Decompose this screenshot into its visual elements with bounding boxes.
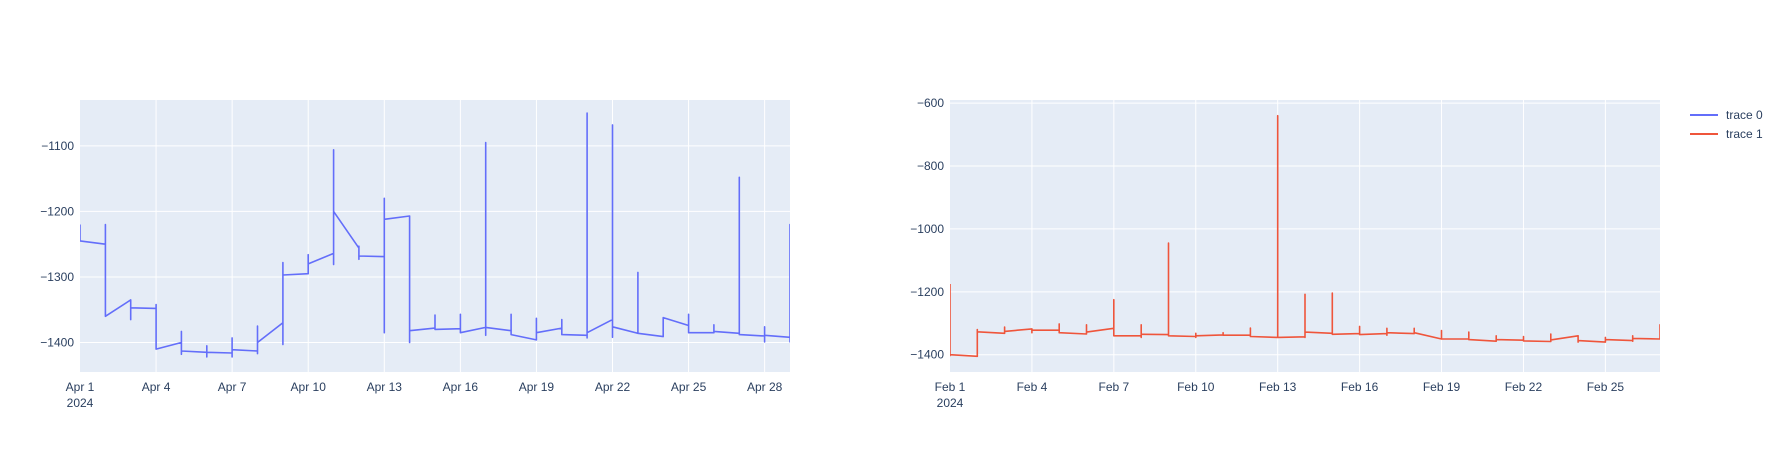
x-tick-label: Apr 16 xyxy=(443,380,479,394)
x-tick-label: Feb 7 xyxy=(1099,380,1130,394)
chart-right: Feb 1 Feb 4 Feb 7 Feb 10 Feb 13 Feb 16 Feb 19 F… xyxy=(910,96,1660,410)
x-tick-label: Apr 4 xyxy=(142,380,171,394)
y-tick-label: −1000 xyxy=(910,222,944,236)
x-tick-label: Apr 28 xyxy=(747,380,783,394)
x-tick-label: Apr 13 xyxy=(367,380,403,394)
y-tick-label: −800 xyxy=(917,159,944,173)
x-year-label: 2024 xyxy=(937,396,964,410)
y-tick-label: −1200 xyxy=(40,204,74,218)
x-tick-label: Feb 1 xyxy=(935,380,966,394)
x-tick-label: Apr 7 xyxy=(218,380,247,394)
y-tick-label: −1200 xyxy=(910,285,944,299)
legend-item-trace-1[interactable]: trace 1 xyxy=(1690,127,1763,141)
legend-label-trace-0: trace 0 xyxy=(1726,108,1763,122)
x-tick-label: Feb 10 xyxy=(1177,380,1215,394)
x-tick-label: Feb 22 xyxy=(1505,380,1543,394)
chart-left: Apr 1 Apr 4 Apr 7 Apr 10 Apr 13 Apr 16 Apr 19 A… xyxy=(40,100,790,410)
x-tick-label: Feb 19 xyxy=(1423,380,1461,394)
x-tick-label: Feb 13 xyxy=(1259,380,1297,394)
x-tick-label: Apr 1 xyxy=(66,380,95,394)
x-tick-label: Feb 4 xyxy=(1017,380,1048,394)
y-tick-label: −1400 xyxy=(40,336,74,350)
series-line-trace-1[interactable] xyxy=(950,114,1660,358)
x-tick-label: Apr 22 xyxy=(595,380,631,394)
y-tick-label: −1100 xyxy=(41,139,74,153)
x-tick-label: Apr 10 xyxy=(291,380,327,394)
legend-label-trace-1: trace 1 xyxy=(1726,127,1763,141)
plot-area xyxy=(80,100,790,372)
x-year-label: 2024 xyxy=(67,396,94,410)
series-line-trace-0[interactable] xyxy=(80,112,790,358)
legend-item-trace-0[interactable]: trace 0 xyxy=(1690,108,1763,122)
y-tick-label: −600 xyxy=(917,96,944,110)
y-tick-label: −1400 xyxy=(910,348,944,362)
x-tick-label: Feb 25 xyxy=(1587,380,1625,394)
y-tick-label: −1300 xyxy=(40,270,74,284)
x-tick-label: Apr 19 xyxy=(519,380,555,394)
legend[interactable]: trace 0 trace 1 xyxy=(1690,108,1763,141)
x-tick-label: Apr 25 xyxy=(671,380,707,394)
x-tick-label: Feb 16 xyxy=(1341,380,1379,394)
